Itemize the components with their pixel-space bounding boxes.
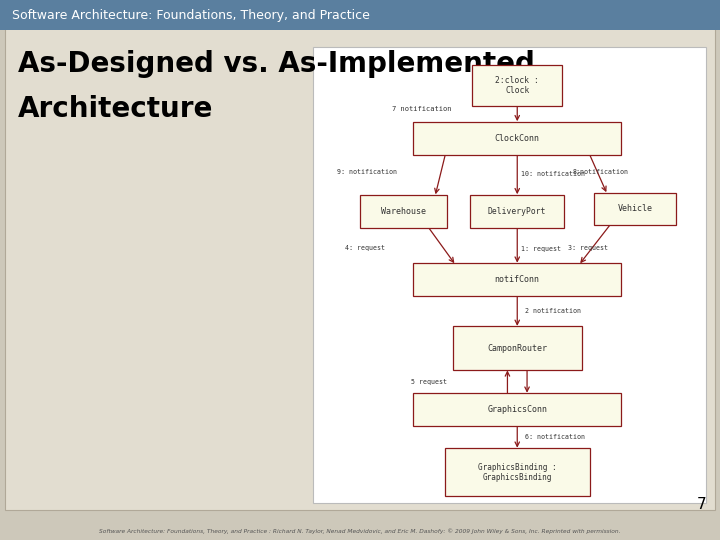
Text: 2:clock :
Clock: 2:clock : Clock (495, 76, 539, 95)
Text: notifConn: notifConn (495, 275, 540, 284)
Text: 1: request: 1: request (521, 246, 561, 252)
FancyBboxPatch shape (472, 65, 562, 106)
Text: 2 notification: 2 notification (525, 308, 581, 314)
FancyBboxPatch shape (413, 264, 621, 296)
Text: 6: notification: 6: notification (525, 434, 585, 440)
Text: 10: notification: 10: notification (521, 171, 585, 177)
Text: GraphicsBinding :
GraphicsBinding: GraphicsBinding : GraphicsBinding (478, 463, 557, 482)
FancyBboxPatch shape (413, 122, 621, 154)
Bar (0, 0, 720, 30)
FancyBboxPatch shape (452, 327, 582, 370)
Text: DeliveryPort: DeliveryPort (488, 207, 546, 216)
Text: 7 notification: 7 notification (392, 106, 451, 112)
Text: CamponRouter: CamponRouter (487, 343, 547, 353)
Text: Software Architecture: Foundations, Theory, and Practice: Software Architecture: Foundations, Theo… (12, 9, 370, 22)
Text: ClockConn: ClockConn (495, 134, 540, 143)
FancyBboxPatch shape (413, 393, 621, 426)
Text: Software Architecture: Foundations, Theory, and Practice : Richard N. Taylor, Ne: Software Architecture: Foundations, Theo… (99, 528, 621, 534)
Text: 8:notification: 8:notification (572, 170, 628, 176)
FancyBboxPatch shape (594, 193, 676, 225)
Text: Vehicle: Vehicle (618, 205, 652, 213)
Text: Architecture: Architecture (18, 95, 213, 123)
FancyBboxPatch shape (445, 448, 590, 496)
Text: 7: 7 (696, 497, 706, 512)
Text: As-Designed vs. As-Implemented: As-Designed vs. As-Implemented (18, 50, 535, 78)
Text: 4: request: 4: request (345, 245, 384, 251)
Bar (313, 47, 706, 503)
Text: 9: notification: 9: notification (337, 170, 397, 176)
Text: 5 request: 5 request (411, 379, 447, 384)
Text: GraphicsConn: GraphicsConn (487, 405, 547, 414)
FancyBboxPatch shape (360, 195, 446, 228)
Text: Warehouse: Warehouse (381, 207, 426, 216)
FancyBboxPatch shape (470, 195, 564, 228)
Text: 3: request: 3: request (568, 245, 608, 251)
